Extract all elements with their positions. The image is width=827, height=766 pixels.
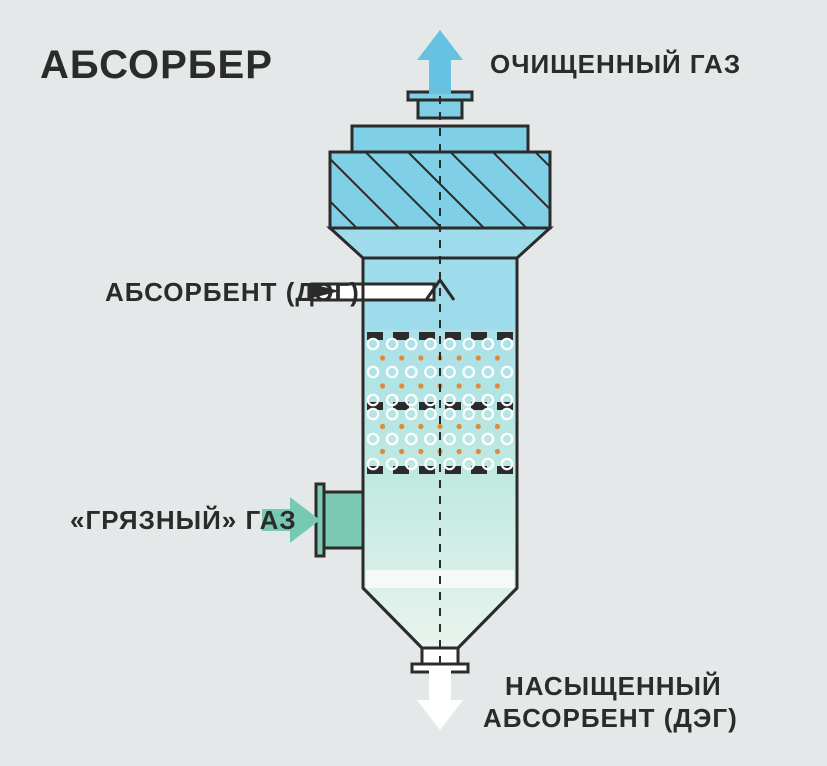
clean-gas-label: ОЧИЩЕННЫЙ ГАЗ	[490, 50, 741, 80]
absorber-svg	[0, 0, 827, 766]
absorbent-label: АБСОРБЕНТ (ДЭГ)	[105, 278, 360, 308]
title-label: АБСОРБЕР	[40, 42, 273, 88]
dirty-gas-label: «ГРЯЗНЫЙ» ГАЗ	[70, 506, 297, 536]
sat-abs-label-l2: АБСОРБЕНТ (ДЭГ)	[483, 704, 738, 734]
sat-abs-label-l1: НАСЫЩЕННЫЙ	[505, 672, 722, 702]
diagram-root: АБСОРБЕР ОЧИЩЕННЫЙ ГАЗ АБСОРБЕНТ (ДЭГ) «…	[0, 0, 827, 766]
